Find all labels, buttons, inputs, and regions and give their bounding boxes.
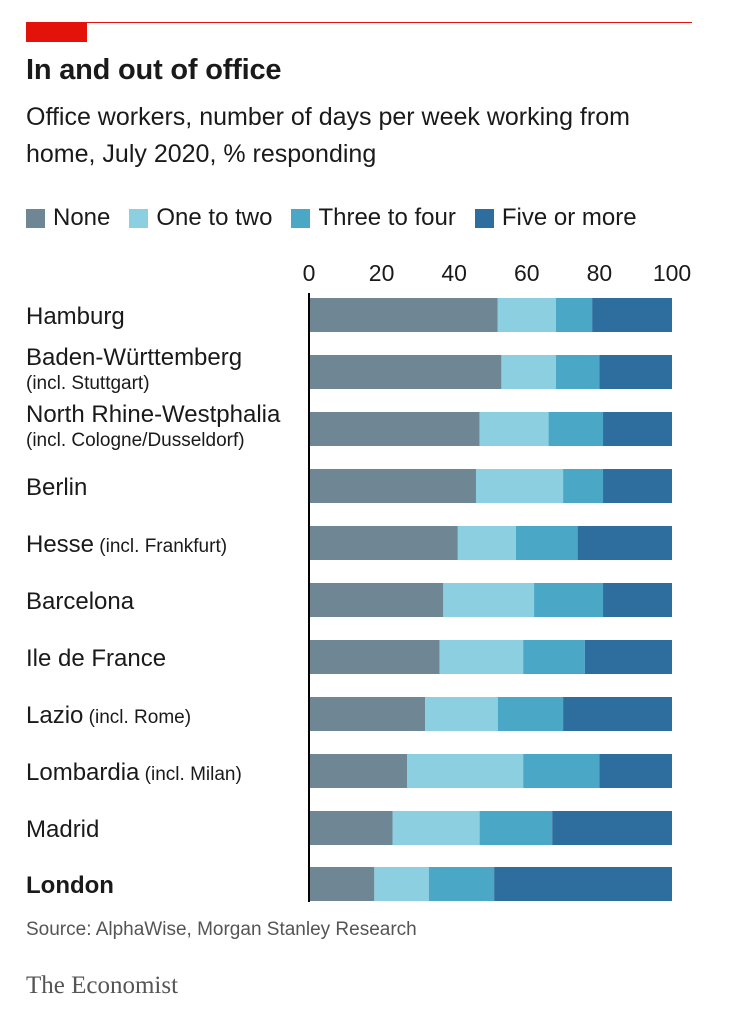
legend-item-none: None bbox=[26, 204, 110, 232]
bar-segment bbox=[603, 412, 672, 446]
legend-item-five-or-more: Five or more bbox=[474, 204, 637, 232]
legend-item-three-to-four: Three to four bbox=[291, 204, 456, 232]
bar-segment bbox=[534, 583, 604, 617]
legend-swatch-five-or-more bbox=[474, 208, 494, 228]
legend-label-five-or-more: Five or more bbox=[501, 204, 637, 231]
bar-segment bbox=[592, 298, 672, 332]
row-label: Hamburg bbox=[26, 303, 125, 330]
bar-segment bbox=[523, 640, 585, 674]
legend-swatch-three-to-four bbox=[291, 208, 311, 228]
bar-segment bbox=[577, 526, 672, 560]
x-tick-label: 60 bbox=[514, 260, 540, 286]
bar-segment bbox=[552, 811, 672, 845]
x-tick-label: 100 bbox=[653, 260, 691, 286]
bar-segment bbox=[309, 583, 444, 617]
legend: None One to two Three to four Five or mo… bbox=[26, 204, 637, 232]
legend-swatch-none bbox=[26, 208, 45, 228]
row-label-note: (incl. Cologne/Dusseldorf) bbox=[26, 430, 245, 451]
row-label: Hesse (incl. Frankfurt) bbox=[26, 531, 227, 558]
bar-segment bbox=[443, 583, 535, 617]
bar-segment bbox=[457, 526, 516, 560]
row-label: Baden-Württemberg bbox=[26, 344, 242, 371]
row-label: Barcelona bbox=[26, 588, 135, 615]
bar-segment bbox=[603, 583, 672, 617]
bar-segment bbox=[497, 298, 556, 332]
bar-segment bbox=[439, 640, 524, 674]
x-tick-label: 80 bbox=[587, 260, 613, 286]
bar-segment bbox=[425, 697, 498, 731]
row-label: Lombardia (incl. Milan) bbox=[26, 759, 242, 786]
x-tick-label: 20 bbox=[369, 260, 395, 286]
bar-segment bbox=[309, 355, 502, 389]
bar-segment bbox=[603, 469, 672, 503]
bar-segment bbox=[374, 867, 429, 901]
bar-segment bbox=[563, 697, 672, 731]
bar-segment bbox=[479, 412, 549, 446]
bar-segment bbox=[548, 412, 604, 446]
legend-label-one-to-two: One to two bbox=[156, 204, 273, 231]
bar-segment bbox=[599, 355, 672, 389]
row-label: Ile de France bbox=[26, 645, 166, 672]
legend-label-none: None bbox=[53, 204, 111, 231]
bar-segment bbox=[309, 469, 476, 503]
bar-segment bbox=[309, 867, 375, 901]
bar-segment bbox=[309, 640, 440, 674]
header-rule bbox=[26, 22, 692, 23]
source-note: Source: AlphaWise, Morgan Stanley Resear… bbox=[26, 919, 417, 940]
bar-segment bbox=[555, 355, 600, 389]
row-label: Lazio (incl. Rome) bbox=[26, 702, 191, 729]
brand-tag bbox=[26, 22, 87, 42]
bar-segment bbox=[497, 697, 564, 731]
publisher-logo: The Economist bbox=[26, 972, 179, 999]
bar-segment bbox=[494, 867, 672, 901]
bar-segment bbox=[309, 298, 498, 332]
row-label-note: (incl. Stuttgart) bbox=[26, 373, 150, 394]
bar-segment bbox=[309, 754, 408, 788]
bar-segment bbox=[563, 469, 604, 503]
row-label: London bbox=[26, 872, 114, 899]
x-tick-label: 0 bbox=[303, 260, 316, 286]
bar-segment bbox=[309, 526, 458, 560]
bar-segment bbox=[479, 811, 553, 845]
row-label: Madrid bbox=[26, 816, 99, 843]
bar-segment bbox=[515, 526, 578, 560]
bar-segment bbox=[428, 867, 495, 901]
legend-label-three-to-four: Three to four bbox=[318, 204, 456, 231]
row-label: Berlin bbox=[26, 474, 87, 501]
chart-title: In and out of office bbox=[26, 54, 282, 86]
bar-segment bbox=[584, 640, 672, 674]
bar-segment bbox=[475, 469, 564, 503]
x-tick-label: 40 bbox=[441, 260, 467, 286]
legend-item-one-to-two: One to two bbox=[129, 204, 272, 232]
bar-segment bbox=[309, 412, 480, 446]
bar-segment bbox=[523, 754, 600, 788]
bar-segment bbox=[555, 298, 593, 332]
bar-segment bbox=[392, 811, 480, 845]
row-label: North Rhine-Westphalia bbox=[26, 401, 281, 428]
bar-segment bbox=[501, 355, 556, 389]
legend-swatch-one-to-two bbox=[129, 208, 149, 228]
bar-segment bbox=[407, 754, 524, 788]
bar-segment bbox=[599, 754, 672, 788]
chart-subtitle: Office workers, number of days per week … bbox=[26, 103, 630, 168]
bar-segment bbox=[309, 811, 393, 845]
bar-segment bbox=[309, 697, 426, 731]
